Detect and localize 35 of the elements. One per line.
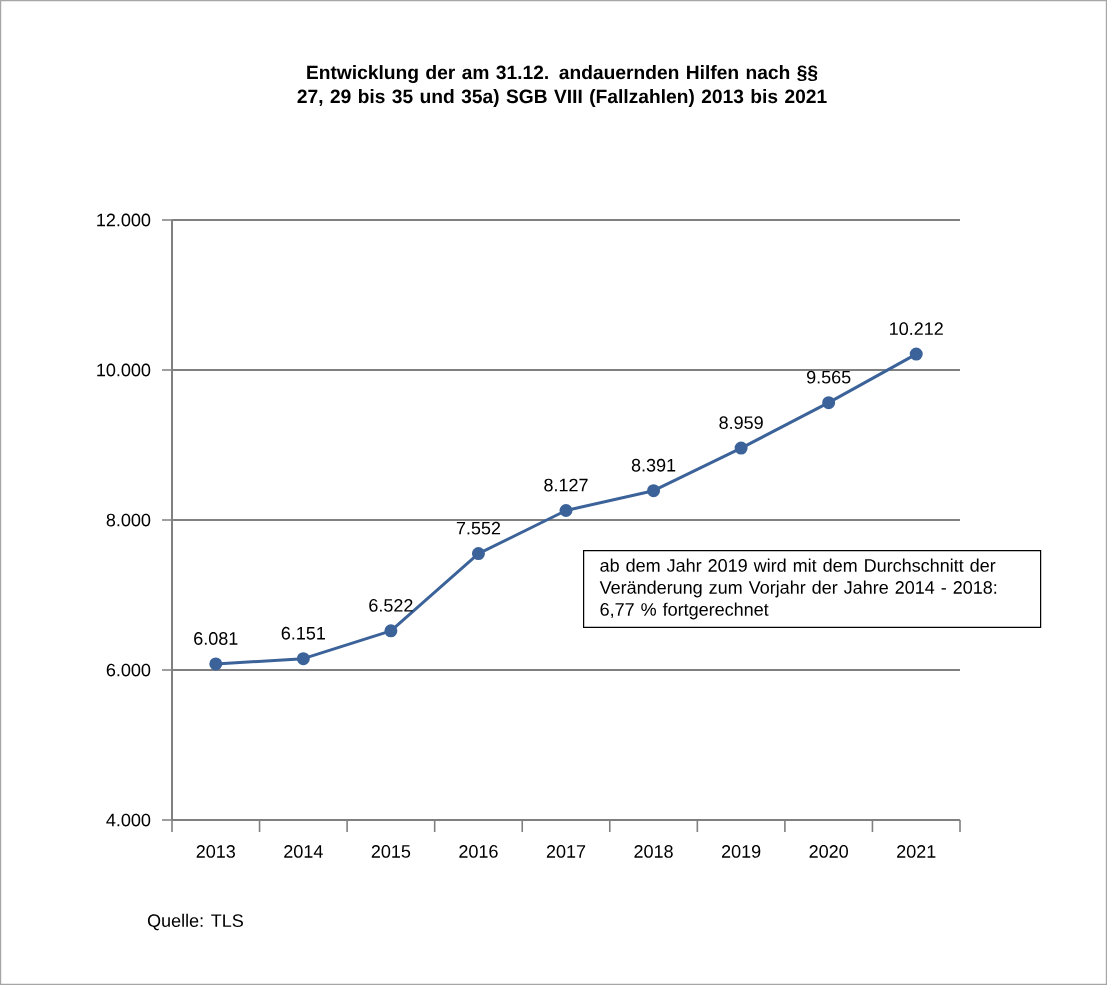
point <box>822 396 836 410</box>
chart-title: Entwicklung der am 31.12. andauernden Hilfen nach §§ 27, 29 bis 35 und 35a) SGB VIII (Fallzahlen) 2013 bis 2021 <box>297 65 827 107</box>
data-label: 9.565 <box>807 370 851 384</box>
y-tick-label: 6.000 <box>106 663 151 677</box>
data-label: 8.959 <box>719 416 763 430</box>
data-label: 6.151 <box>281 626 325 640</box>
x-tick-label: 2019 <box>722 845 761 858</box>
x-tick-label: 2020 <box>809 845 848 858</box>
point <box>296 652 310 666</box>
data-label: 8.391 <box>631 458 676 472</box>
point <box>647 484 661 498</box>
x-tick-label: 2017 <box>546 845 586 858</box>
y-tick-label: 4.000 <box>106 813 151 827</box>
x-tick-label: 2013 <box>196 845 236 858</box>
data-label: 10.212 <box>890 322 943 336</box>
point <box>209 657 223 671</box>
data-label: 6.522 <box>369 599 413 612</box>
x-tick-label: 2016 <box>459 845 498 858</box>
x-tick-label: 2018 <box>634 845 673 858</box>
y-tick-label: 8.000 <box>106 513 151 527</box>
y-tick-label: 12.000 <box>97 213 151 227</box>
point <box>559 503 573 517</box>
point <box>909 347 923 361</box>
x-tick-label: 2014 <box>284 845 323 858</box>
data-label: 6.081 <box>194 632 238 645</box>
point <box>384 624 398 638</box>
x-tick-label: 2021 <box>897 845 936 858</box>
annotation: ab dem Jahr 2019 wird mit dem Durchschnitt der Veränderung zum Vorjahr der Jahre 2014 - 2018: 6,77 % fortgerechnet <box>599 558 997 620</box>
x-tick-label: 2015 <box>371 845 411 858</box>
data-label: 8.127 <box>544 478 588 492</box>
source-note: Quelle: TLS <box>147 913 243 931</box>
data-label: 7.552 <box>456 521 501 535</box>
y-tick-label: 10.000 <box>97 363 151 377</box>
point <box>734 441 748 455</box>
point <box>471 547 485 561</box>
